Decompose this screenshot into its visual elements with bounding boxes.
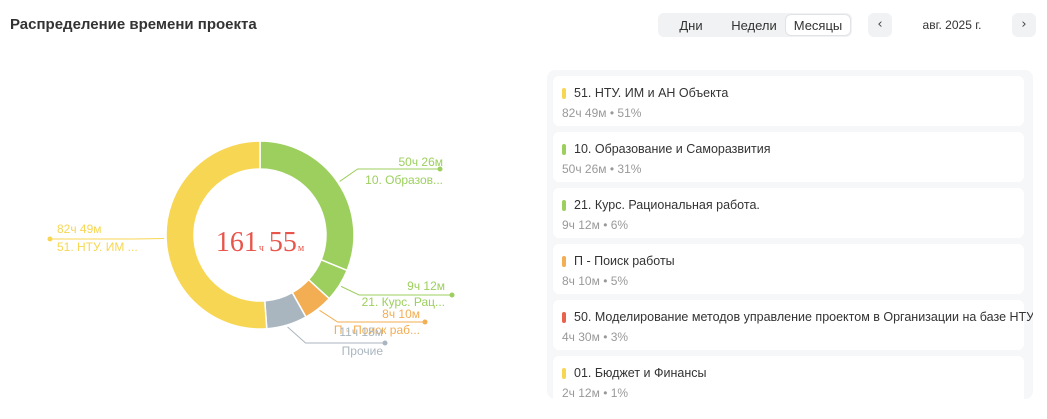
legend-item-meta: 50ч 26м • 31% — [562, 162, 642, 176]
donut-chart: 50ч 26м 10. Образов... 9ч 12м 21. Курс. Рац… — [47, 140, 455, 358]
legend-item-meta: 9ч 12м • 6% — [562, 218, 629, 232]
period-switcher: Дни Недели Месяцы — [658, 13, 852, 37]
legend-item-meta: 2ч 12м • 1% — [562, 386, 629, 399]
legend-color-marker — [562, 312, 566, 323]
legend-color-marker — [562, 200, 566, 211]
leader-line — [319, 309, 425, 323]
legend-item-name: 01. Бюджет и Финансы — [574, 366, 707, 380]
tab-weeks[interactable]: Недели — [722, 15, 786, 35]
legend-item-name: П - Поиск работы — [574, 254, 675, 268]
legend-item[interactable]: П - Поиск работы 8ч 10м • 5% — [553, 244, 1024, 294]
legend-item[interactable]: 51. НТУ. ИМ и АН Объекта 82ч 49м • 51% — [553, 76, 1024, 126]
leader-dot — [449, 292, 455, 298]
legend-panel: 51. НТУ. ИМ и АН Объекта 82ч 49м • 51% 10.… — [547, 70, 1033, 399]
slice-name-label: Прочие — [342, 344, 384, 358]
legend-item[interactable]: 10. Образование и Саморазвития 50ч 26м • … — [553, 132, 1024, 182]
period-label: авг. 2025 г. — [922, 18, 982, 32]
legend-item-name: 50. Моделирование методов управление про… — [574, 310, 1033, 324]
slice-time-label: 50ч 26м — [398, 155, 443, 169]
leader-dot — [382, 340, 388, 346]
legend-color-marker — [562, 144, 566, 155]
slice-time-label: 9ч 12м — [407, 279, 445, 293]
legend-item-name: 51. НТУ. ИМ и АН Объекта — [574, 86, 729, 100]
legend-item[interactable]: 01. Бюджет и Финансы 2ч 12м • 1% — [553, 356, 1024, 399]
legend-item-meta: 8ч 10м • 5% — [562, 274, 629, 288]
slice-name-label: 10. Образов... — [365, 173, 443, 187]
leader-line — [339, 168, 440, 182]
slice-time-label: 8ч 10м — [382, 307, 420, 321]
leader-line — [340, 285, 452, 296]
legend-item-meta: 82ч 49м • 51% — [562, 106, 642, 120]
slice-name-label: 21. Курс. Рац... — [362, 295, 445, 309]
prev-period-button[interactable]: ‹ — [868, 13, 892, 37]
legend-item-meta: 4ч 30м • 3% — [562, 330, 629, 344]
slice-name-label: П - Поиск раб... — [334, 323, 420, 337]
leader-dot — [422, 319, 428, 325]
leader-dot — [47, 236, 53, 242]
slice-time-label: 11ч 18м — [339, 325, 383, 339]
next-period-button[interactable]: › — [1012, 13, 1036, 37]
legend-item[interactable]: 50. Моделирование методов управление про… — [553, 300, 1033, 350]
leader-line — [50, 237, 165, 240]
slice-name-label: 51. НТУ. ИМ ... — [57, 240, 138, 254]
legend-item-name: 21. Курс. Рациональная работа. — [574, 198, 760, 212]
legend-item-name: 10. Образование и Саморазвития — [574, 142, 771, 156]
chevron-right-icon: › — [1021, 17, 1027, 32]
chevron-left-icon: ‹ — [877, 17, 883, 32]
legend-color-marker — [562, 368, 566, 379]
legend-item[interactable]: 21. Курс. Рациональная работа. 9ч 12м • 6… — [553, 188, 1024, 238]
leader-dot — [437, 166, 443, 172]
legend-color-marker — [562, 88, 566, 99]
total-time: 161ч 55м — [216, 227, 305, 258]
tab-months[interactable]: Месяцы — [786, 15, 850, 35]
page-title: Распределение времени проекта — [10, 16, 257, 33]
legend-color-marker — [562, 256, 566, 267]
tab-days[interactable]: Дни — [660, 15, 722, 35]
leader-line — [287, 326, 385, 344]
donut-slice[interactable] — [165, 140, 268, 330]
slice-time-label: 82ч 49м — [57, 222, 102, 236]
